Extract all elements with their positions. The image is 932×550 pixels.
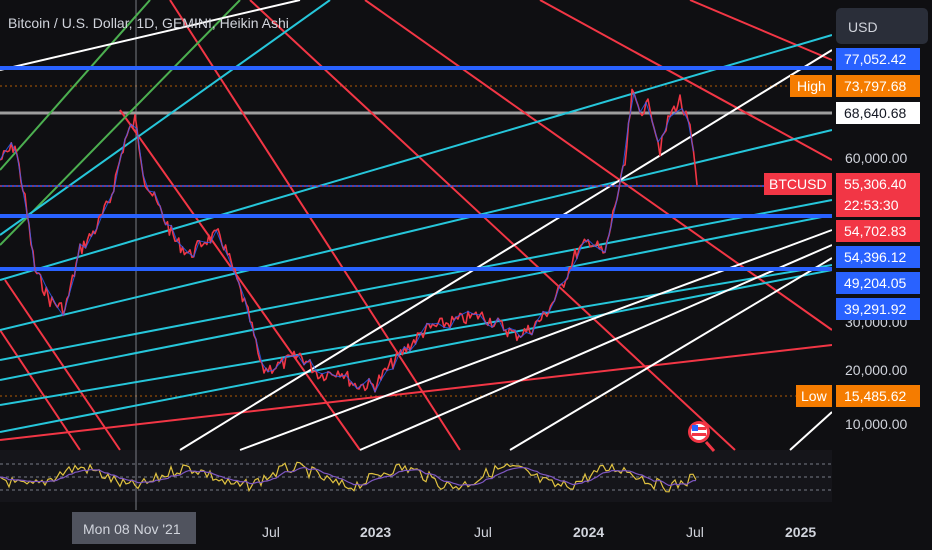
last-price: 55,306.40 xyxy=(844,176,906,192)
price-series-bullish xyxy=(0,92,694,393)
svg-text:54,702.83: 54,702.83 xyxy=(844,223,906,239)
time-label-jul-2023: Jul xyxy=(474,524,492,540)
crosshair-time-label: Mon 08 Nov '21 xyxy=(72,512,196,544)
low-label: Low xyxy=(801,388,828,404)
price-tick-10000: 10,000.00 xyxy=(845,416,907,432)
currency-selector[interactable]: USD xyxy=(836,8,928,44)
rsi-indicator xyxy=(0,461,832,493)
time-label-jul-2022: Jul xyxy=(262,524,280,540)
svg-text:54,396.12: 54,396.12 xyxy=(844,249,906,265)
red-trendlines[interactable] xyxy=(0,0,833,451)
high-tag: High 73,797.68 xyxy=(790,75,920,97)
time-label-2024: 2024 xyxy=(573,524,604,540)
price-tag-54702: 54,702.83 xyxy=(836,220,920,242)
svg-text:77,052.42: 77,052.42 xyxy=(844,51,906,67)
white-trendlines[interactable] xyxy=(0,0,833,451)
currency-label: USD xyxy=(848,19,878,35)
cyan-trendlines[interactable] xyxy=(0,0,833,433)
bar-countdown: 22:53:30 xyxy=(844,197,899,213)
chart-title: Bitcoin / U.S. Dollar, 1D, GEMINI, Heiki… xyxy=(8,15,289,31)
price-tag-49204: 49,204.05 xyxy=(836,272,920,294)
time-label-jul-2024: Jul xyxy=(686,524,704,540)
svg-text:49,204.05: 49,204.05 xyxy=(844,275,906,291)
symbol-label: BTCUSD xyxy=(769,176,827,192)
price-tag-77052: 77,052.42 xyxy=(836,48,920,70)
high-label: High xyxy=(797,78,826,94)
price-tag-39291: 39,291.92 xyxy=(836,298,920,320)
us-flag-event-icon[interactable] xyxy=(688,421,716,452)
high-value: 73,797.68 xyxy=(844,78,906,94)
price-tick-60000: 60,000.00 xyxy=(845,150,907,166)
green-trendlines[interactable] xyxy=(0,0,241,246)
svg-text:39,291.92: 39,291.92 xyxy=(844,301,906,317)
low-value: 15,485.62 xyxy=(844,388,906,404)
symbol-last-price-tag: BTCUSD 55,306.40 22:53:30 xyxy=(764,173,920,217)
rsi-line xyxy=(0,461,697,493)
rsi-pane xyxy=(0,450,832,502)
low-tag: Low 15,485.62 xyxy=(796,385,920,407)
svg-text:68,640.68: 68,640.68 xyxy=(844,105,906,121)
rsi-ma-line xyxy=(0,466,697,487)
time-label-2023: 2023 xyxy=(360,524,391,540)
blue-horizontal-levels[interactable] xyxy=(0,66,832,271)
time-label-2025: 2025 xyxy=(785,524,816,540)
svg-text:Mon 08 Nov '21: Mon 08 Nov '21 xyxy=(83,521,181,537)
price-tag-68640: 68,640.68 xyxy=(836,102,920,124)
price-tag-54396: 54,396.12 xyxy=(836,246,920,268)
price-tick-20000: 20,000.00 xyxy=(845,362,907,378)
